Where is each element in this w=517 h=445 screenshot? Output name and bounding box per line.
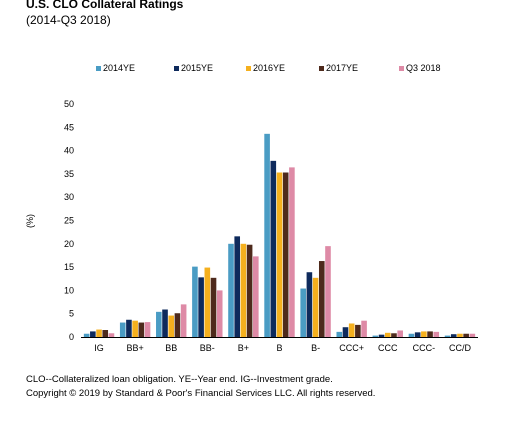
bar-9-0: [408, 333, 415, 337]
x-tick-label-6: B-: [311, 343, 320, 353]
bar-2-2: [168, 315, 175, 337]
bar-6-0: [300, 288, 306, 337]
bar-2-4: [180, 304, 187, 337]
bar-10-3: [463, 333, 469, 337]
bar-0-0: [83, 333, 90, 337]
y-tick-label-6: 30: [64, 192, 74, 202]
bar-5-2: [276, 172, 283, 337]
bar-1-0: [119, 322, 126, 337]
y-tick-label-8: 40: [64, 146, 74, 156]
x-tick-label-0: IG: [94, 343, 104, 353]
bar-5-3: [282, 172, 289, 337]
bar-6-1: [306, 272, 313, 337]
bar-1-3: [138, 322, 145, 337]
legend-swatch-4: [399, 66, 404, 71]
y-tick-label-0: 0: [69, 332, 74, 342]
bar-4-0: [228, 243, 234, 337]
bar-8-2: [384, 332, 391, 337]
bar-9-3: [427, 331, 433, 337]
copyright-notice: Copyright © 2019 by Standard & Poor's Fi…: [26, 388, 376, 399]
bar-1-2: [132, 320, 138, 337]
y-tick-label-5: 25: [64, 216, 74, 226]
bar-9-1: [414, 332, 421, 337]
x-tick-label-7: CCC+: [339, 343, 364, 353]
bar-4-3: [246, 244, 253, 337]
y-tick-label-9: 45: [64, 122, 74, 132]
bar-0-4: [108, 333, 115, 337]
legend-label-3: 2017YE: [326, 63, 358, 73]
bar-10-1: [450, 334, 457, 337]
x-tick-label-9: CCC-: [413, 343, 436, 353]
x-tick-label-1: BB+: [127, 343, 144, 353]
legend-swatch-3: [319, 66, 324, 71]
bar-6-4: [325, 246, 331, 337]
bar-6-2: [312, 277, 319, 337]
bar-5-4: [289, 167, 295, 337]
bar-4-1: [234, 236, 241, 337]
legend-label-1: 2015YE: [181, 63, 213, 73]
bar-5-1: [270, 160, 277, 337]
bar-6-3: [318, 261, 325, 337]
bar-9-4: [433, 331, 440, 337]
x-tick-label-5: B: [276, 343, 282, 353]
bar-3-1: [198, 277, 204, 337]
legend-label-0: 2014YE: [103, 63, 135, 73]
y-tick-label-10: 50: [64, 99, 74, 109]
y-tick-label-1: 5: [69, 309, 74, 319]
bar-8-1: [378, 334, 385, 337]
y-tick-label-2: 10: [64, 285, 74, 295]
bar-8-4: [397, 330, 403, 337]
x-tick-label-10: CC/D: [449, 343, 471, 353]
chart-title: U.S. CLO Collateral Ratings: [26, 0, 184, 11]
chart-subtitle: (2014-Q3 2018): [26, 13, 111, 27]
bar-3-3: [210, 277, 217, 337]
legend-swatch-0: [96, 66, 101, 71]
bar-10-4: [469, 333, 476, 337]
bar-7-1: [342, 327, 349, 337]
bar-0-2: [96, 329, 102, 337]
legend-label-2: 2016YE: [253, 63, 285, 73]
bar-0-3: [102, 330, 109, 337]
bar-1-4: [144, 322, 151, 337]
bar-0-1: [90, 331, 96, 337]
legend-label-4: Q3 2018: [406, 63, 441, 73]
bar-1-1: [126, 319, 132, 337]
bar-5-0: [264, 133, 270, 337]
x-tick-label-2: BB: [165, 343, 177, 353]
bar-3-4: [216, 290, 223, 337]
bar-2-0: [156, 311, 162, 337]
bar-7-0: [336, 331, 343, 337]
y-tick-label-3: 15: [64, 262, 74, 272]
x-tick-label-3: BB-: [200, 343, 215, 353]
legend-swatch-1: [174, 66, 179, 71]
y-tick-label-4: 20: [64, 239, 74, 249]
footnote: CLO--Collateralized loan obligation. YE-…: [26, 374, 333, 385]
bar-3-2: [204, 267, 211, 337]
bar-4-2: [240, 243, 247, 337]
bar-7-4: [361, 320, 367, 337]
bar-2-3: [174, 313, 181, 337]
bar-8-3: [391, 333, 397, 337]
x-tick-label-8: CCC: [378, 343, 398, 353]
bar-7-3: [355, 324, 361, 337]
legend-swatch-2: [246, 66, 251, 71]
y-axis-title: (%): [25, 214, 35, 228]
bar-4-4: [253, 256, 259, 337]
y-tick-label-7: 35: [64, 169, 74, 179]
bar-3-0: [192, 266, 198, 337]
bar-10-0: [444, 335, 451, 337]
bar-2-1: [162, 309, 168, 337]
bar-7-2: [348, 323, 355, 337]
bar-10-2: [457, 333, 463, 337]
bar-8-0: [372, 335, 379, 337]
bar-9-2: [421, 331, 427, 337]
x-tick-label-4: B+: [238, 343, 249, 353]
